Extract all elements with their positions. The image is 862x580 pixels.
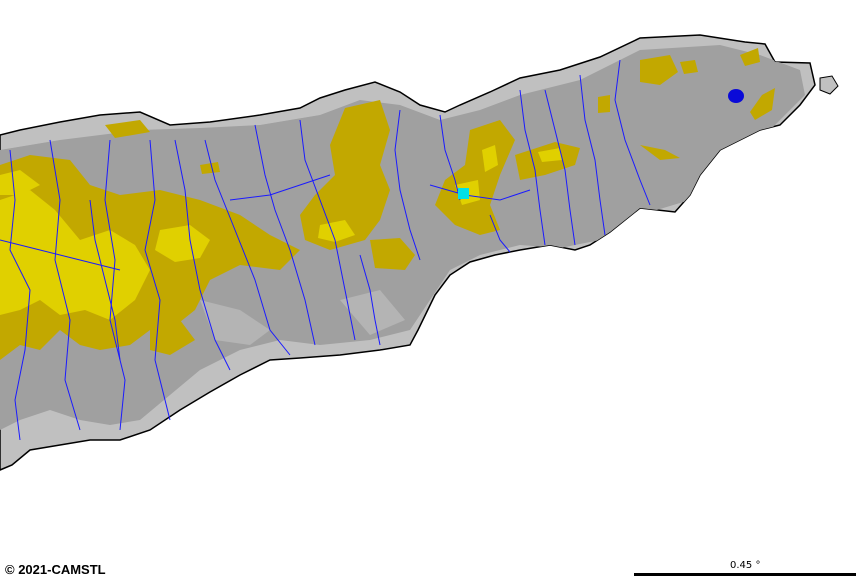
highland-east-5: [740, 48, 760, 66]
offshore-islet: [819, 75, 839, 95]
scale-bar: 0.45 °: [634, 560, 856, 578]
highland-east-3: [680, 60, 698, 74]
highland-east-7: [640, 145, 680, 160]
highland-central: [300, 100, 390, 250]
scale-line: [634, 573, 856, 576]
highland-south: [150, 320, 195, 355]
lowland-patch: [200, 300, 270, 345]
scale-label: 0.45 °: [730, 560, 761, 571]
peak-east: [538, 148, 562, 162]
highland-north-2: [200, 162, 220, 174]
highland-central-east: [370, 238, 415, 270]
lowland-patch: [340, 290, 405, 335]
highland-east-6: [750, 88, 775, 120]
peak-central: [318, 220, 355, 242]
river-network: [0, 59, 651, 441]
location-marker: [458, 188, 469, 199]
copyright-label: © 2021-CAMSTL: [5, 562, 106, 577]
midland-zone: [0, 45, 805, 430]
peak-ridge: [482, 145, 498, 172]
peak-west-3: [0, 170, 40, 195]
lake: [728, 89, 744, 103]
island-landmass: [0, 34, 816, 471]
highland-east-2: [640, 55, 678, 85]
peak-west-2: [155, 225, 210, 262]
highland-north-1: [105, 120, 150, 138]
highland-east-4: [598, 95, 610, 113]
